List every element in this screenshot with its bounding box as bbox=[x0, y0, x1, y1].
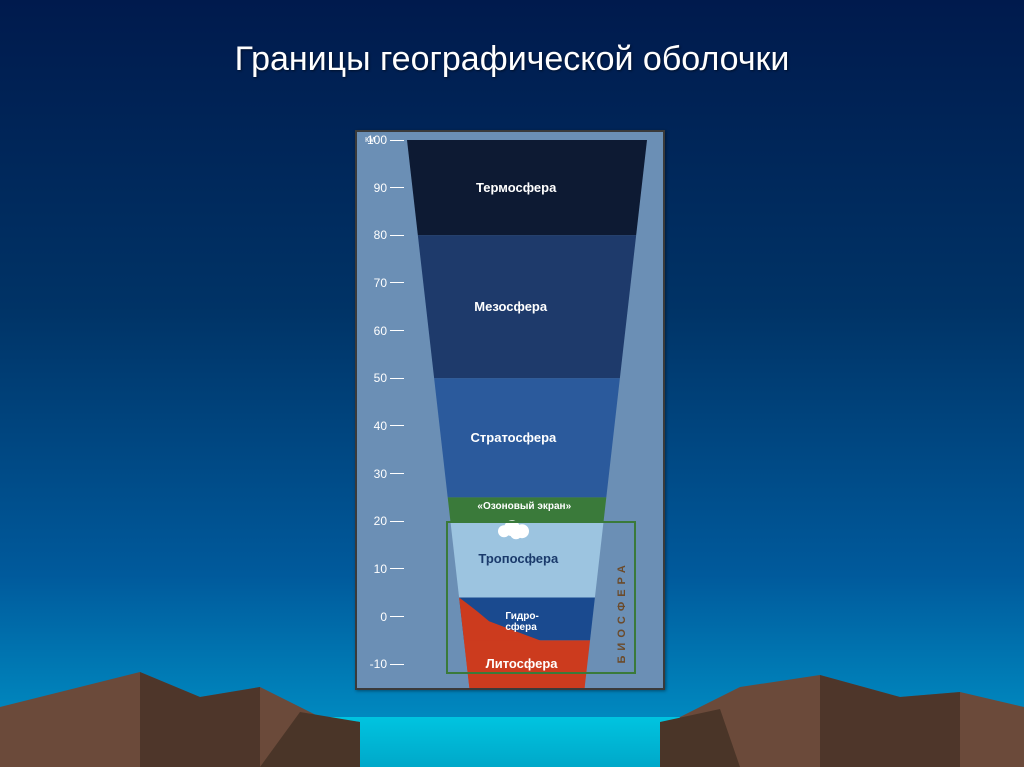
km-scale: 1009080706050403020100-10 bbox=[365, 132, 405, 688]
tick-value: 90 bbox=[365, 181, 387, 195]
layer-label: Стратосфера bbox=[434, 430, 593, 445]
scale-tick: 80 bbox=[365, 228, 405, 242]
tick-mark bbox=[390, 568, 404, 569]
tick-value: 20 bbox=[365, 514, 387, 528]
tick-mark bbox=[390, 187, 404, 188]
scale-tick: 0 bbox=[365, 610, 405, 624]
layer-label: Термосфера bbox=[407, 180, 625, 195]
scale-tick: 50 bbox=[365, 371, 405, 385]
tick-value: 70 bbox=[365, 276, 387, 290]
layer-label: Гидро-сфера bbox=[459, 611, 585, 633]
tick-mark bbox=[390, 282, 404, 283]
tick-mark bbox=[390, 616, 404, 617]
scale-tick: 90 bbox=[365, 181, 405, 195]
tick-mark bbox=[390, 378, 404, 379]
scale-tick: 40 bbox=[365, 419, 405, 433]
mountain-silhouette bbox=[0, 637, 1024, 767]
scale-tick: 100 bbox=[365, 133, 405, 147]
tick-value: 100 bbox=[365, 133, 387, 147]
tick-value: 40 bbox=[365, 419, 387, 433]
tick-value: 80 bbox=[365, 228, 387, 242]
tick-mark bbox=[390, 235, 404, 236]
page-title: Границы географической оболочки bbox=[0, 0, 1024, 79]
layer-label: Тропосфера bbox=[450, 551, 586, 566]
tick-value: 0 bbox=[365, 610, 387, 624]
layer-label: Мезосфера bbox=[418, 299, 604, 314]
tick-value: 30 bbox=[365, 467, 387, 481]
tick-mark bbox=[390, 521, 404, 522]
layer-label: «Озоновый экран» bbox=[448, 501, 601, 512]
scale-tick: 60 bbox=[365, 324, 405, 338]
tick-value: 10 bbox=[365, 562, 387, 576]
tick-value: 60 bbox=[365, 324, 387, 338]
scale-tick: 30 bbox=[365, 467, 405, 481]
tick-mark bbox=[390, 473, 404, 474]
scale-tick: 70 bbox=[365, 276, 405, 290]
mountain-left-shadow bbox=[140, 672, 260, 767]
tick-mark bbox=[390, 140, 404, 141]
mountain-right-shadow bbox=[820, 675, 960, 767]
tick-mark bbox=[390, 425, 404, 426]
layer-wedge: Термосфера Мезосфера Стратосфера «Озоновый … bbox=[407, 140, 647, 688]
tick-value: 50 bbox=[365, 371, 387, 385]
scale-tick: 10 bbox=[365, 562, 405, 576]
atmosphere-diagram: км 1009080706050403020100-10 ТермосфераМ… bbox=[355, 130, 665, 690]
scale-tick: 20 bbox=[365, 514, 405, 528]
tick-mark bbox=[390, 330, 404, 331]
